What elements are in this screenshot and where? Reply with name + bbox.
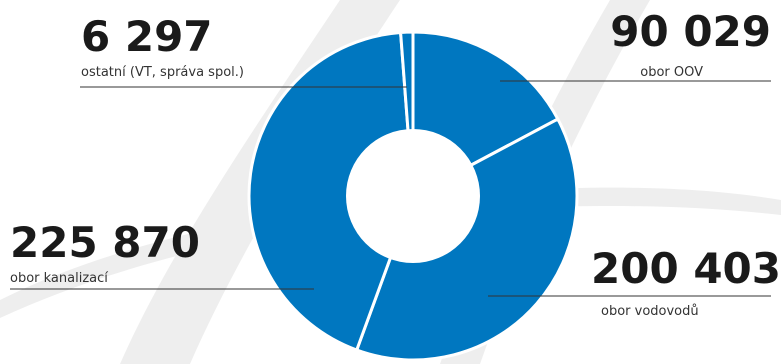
label-vodovodu: obor vodovodů bbox=[601, 304, 699, 319]
label-ostatni: ostatní (VT, správa spol.) bbox=[81, 65, 244, 80]
value-oov: 90 029 bbox=[610, 7, 771, 56]
slice-vodovodu bbox=[355, 117, 579, 362]
label-kanalizaci: obor kanalizací bbox=[10, 271, 108, 286]
donut-hole bbox=[346, 129, 480, 263]
label-oov: obor OOV bbox=[640, 65, 703, 80]
slice-kanalizaci bbox=[247, 30, 415, 352]
value-vodovodu: 200 403 bbox=[591, 244, 781, 293]
value-kanalizaci: 225 870 bbox=[10, 218, 200, 267]
value-ostatni: 6 297 bbox=[81, 12, 213, 61]
